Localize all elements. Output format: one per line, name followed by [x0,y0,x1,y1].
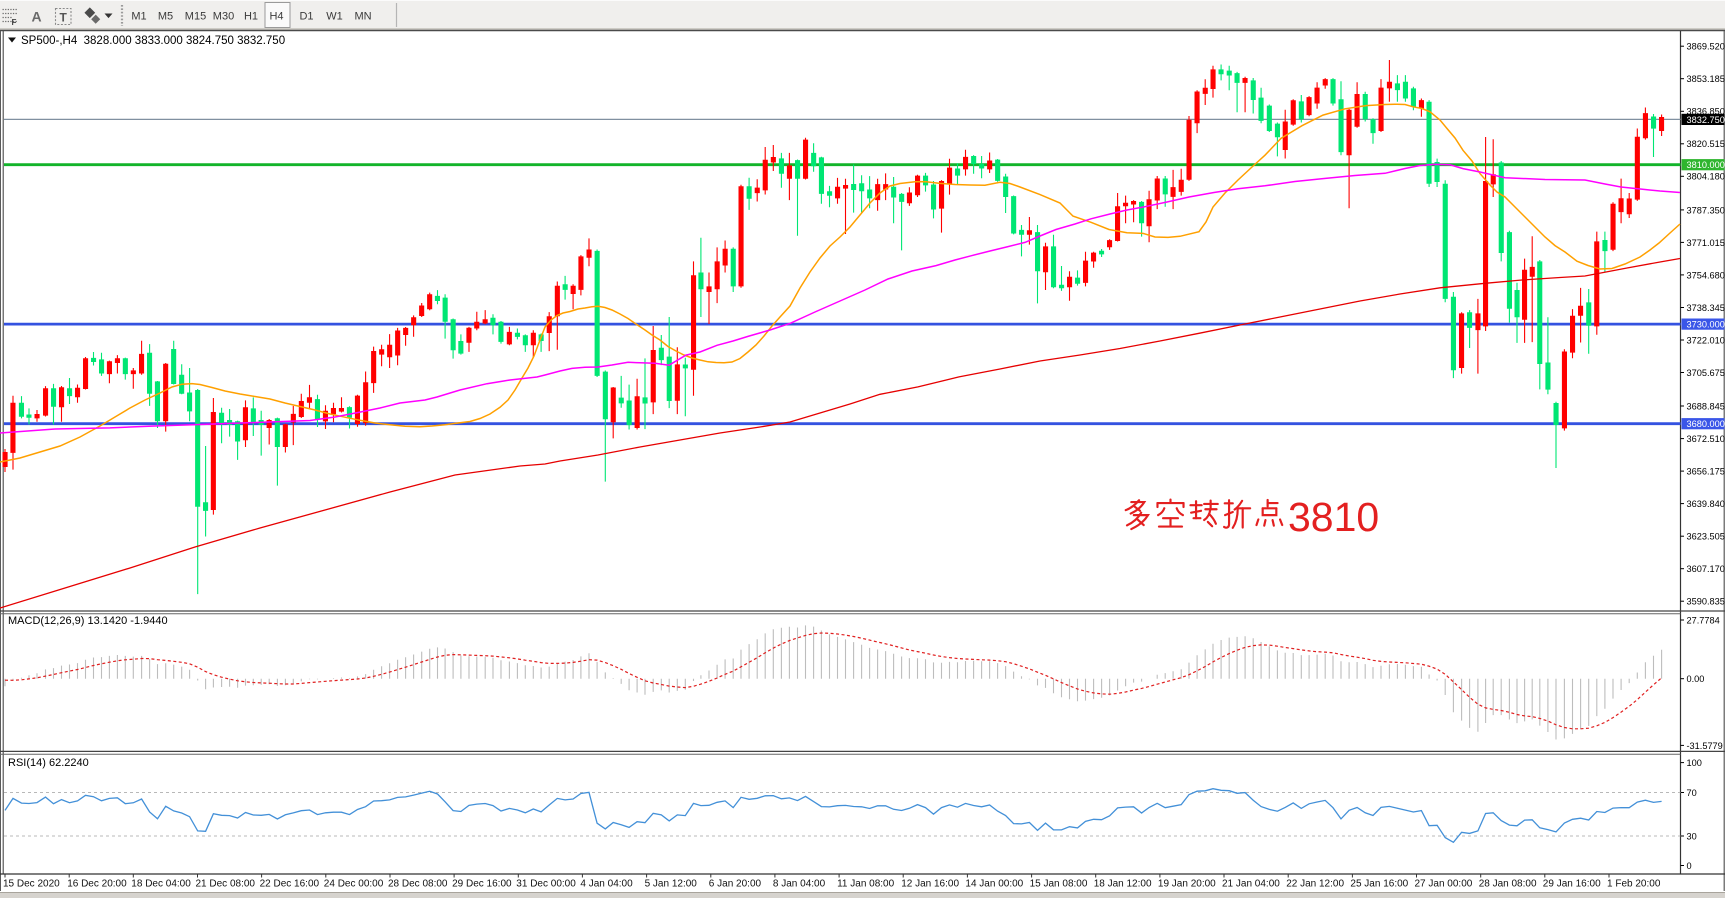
svg-text:18 Jan 12:00: 18 Jan 12:00 [1094,879,1152,890]
svg-text:3639.840: 3639.840 [1687,499,1725,509]
svg-text:21 Jan 04:00: 21 Jan 04:00 [1222,879,1280,890]
svg-text:3754.680: 3754.680 [1687,270,1725,280]
svg-text:0.00: 0.00 [1687,674,1705,684]
svg-text:3820.515: 3820.515 [1687,139,1725,149]
svg-text:RSI(14) 62.2240: RSI(14) 62.2240 [8,757,89,769]
svg-text:3590.835: 3590.835 [1687,597,1725,607]
svg-text:15 Jan 08:00: 15 Jan 08:00 [1030,879,1088,890]
svg-text:3680.000: 3680.000 [1687,419,1725,429]
svg-text:19 Jan 20:00: 19 Jan 20:00 [1158,879,1216,890]
svg-text:5 Jan 12:00: 5 Jan 12:00 [645,879,698,890]
svg-text:MACD(12,26,9) 13.1420 -1.9440: MACD(12,26,9) 13.1420 -1.9440 [8,615,168,627]
svg-text:6 Jan 20:00: 6 Jan 20:00 [709,879,762,890]
svg-text:1 Feb 20:00: 1 Feb 20:00 [1607,879,1661,890]
svg-text:3810: 3810 [1288,494,1379,540]
svg-text:100: 100 [1687,758,1702,768]
svg-text:H1: H1 [244,11,258,23]
svg-text:3688.845: 3688.845 [1687,401,1725,411]
svg-text:25 Jan 16:00: 25 Jan 16:00 [1350,879,1408,890]
svg-text:18 Dec 04:00: 18 Dec 04:00 [131,879,191,890]
svg-text:27 Jan 00:00: 27 Jan 00:00 [1415,879,1473,890]
svg-text:30: 30 [1687,831,1697,841]
svg-text:22 Dec 16:00: 22 Dec 16:00 [260,879,320,890]
svg-text:3804.180: 3804.180 [1687,172,1725,182]
svg-text:M15: M15 [185,11,206,23]
svg-text:29 Jan 16:00: 29 Jan 16:00 [1543,879,1601,890]
svg-text:M1: M1 [131,11,146,23]
svg-text:3853.185: 3853.185 [1687,74,1725,84]
svg-text:0: 0 [1687,861,1692,871]
svg-text:3623.505: 3623.505 [1687,532,1725,542]
svg-text:16 Dec 20:00: 16 Dec 20:00 [67,879,127,890]
svg-text:M30: M30 [213,11,234,23]
svg-text:3810.000: 3810.000 [1687,160,1725,170]
svg-text:31 Dec 00:00: 31 Dec 00:00 [516,879,576,890]
svg-text:T: T [60,11,68,25]
svg-text:24 Dec 00:00: 24 Dec 00:00 [324,879,384,890]
svg-text:28 Jan 08:00: 28 Jan 08:00 [1479,879,1537,890]
svg-text:28 Dec 08:00: 28 Dec 08:00 [388,879,448,890]
svg-text:3738.345: 3738.345 [1687,303,1725,313]
svg-text:8 Jan 04:00: 8 Jan 04:00 [773,879,826,890]
svg-text:27.7784: 27.7784 [1687,615,1720,625]
svg-text:14 Jan 00:00: 14 Jan 00:00 [965,879,1023,890]
svg-text:22 Jan 12:00: 22 Jan 12:00 [1286,879,1344,890]
svg-text:3705.675: 3705.675 [1687,368,1725,378]
svg-text:3869.520: 3869.520 [1687,42,1725,52]
svg-text:3722.010: 3722.010 [1687,335,1725,345]
svg-text:4 Jan 04:00: 4 Jan 04:00 [580,879,633,890]
svg-text:12 Jan 16:00: 12 Jan 16:00 [901,879,959,890]
svg-text:3787.350: 3787.350 [1687,205,1725,215]
svg-text:15 Dec 2020: 15 Dec 2020 [3,879,60,890]
svg-text:A: A [32,9,42,25]
svg-text:W1: W1 [326,11,343,23]
svg-text:M5: M5 [158,11,173,23]
svg-text:3832.750: 3832.750 [1687,115,1725,125]
svg-text:D1: D1 [299,11,313,23]
svg-text:21 Dec 08:00: 21 Dec 08:00 [196,879,256,890]
svg-text:SP500-,H4 3828.000 3833.000 3: SP500-,H4 3828.000 3833.000 3824.750 383… [21,35,285,47]
svg-text:3656.175: 3656.175 [1687,467,1725,477]
svg-text:29 Dec 16:00: 29 Dec 16:00 [452,879,512,890]
svg-text:3730.000: 3730.000 [1687,320,1725,330]
svg-text:3836.850: 3836.850 [1687,107,1725,117]
svg-text:F: F [12,18,17,27]
svg-text:70: 70 [1687,788,1697,798]
svg-text:-31.5779: -31.5779 [1687,741,1723,751]
svg-text:3672.510: 3672.510 [1687,434,1725,444]
svg-text:3771.015: 3771.015 [1687,238,1725,248]
svg-text:3607.170: 3607.170 [1687,564,1725,574]
svg-text:H4: H4 [269,11,283,23]
svg-text:MN: MN [354,11,371,23]
svg-text:11 Jan 08:00: 11 Jan 08:00 [837,879,895,890]
